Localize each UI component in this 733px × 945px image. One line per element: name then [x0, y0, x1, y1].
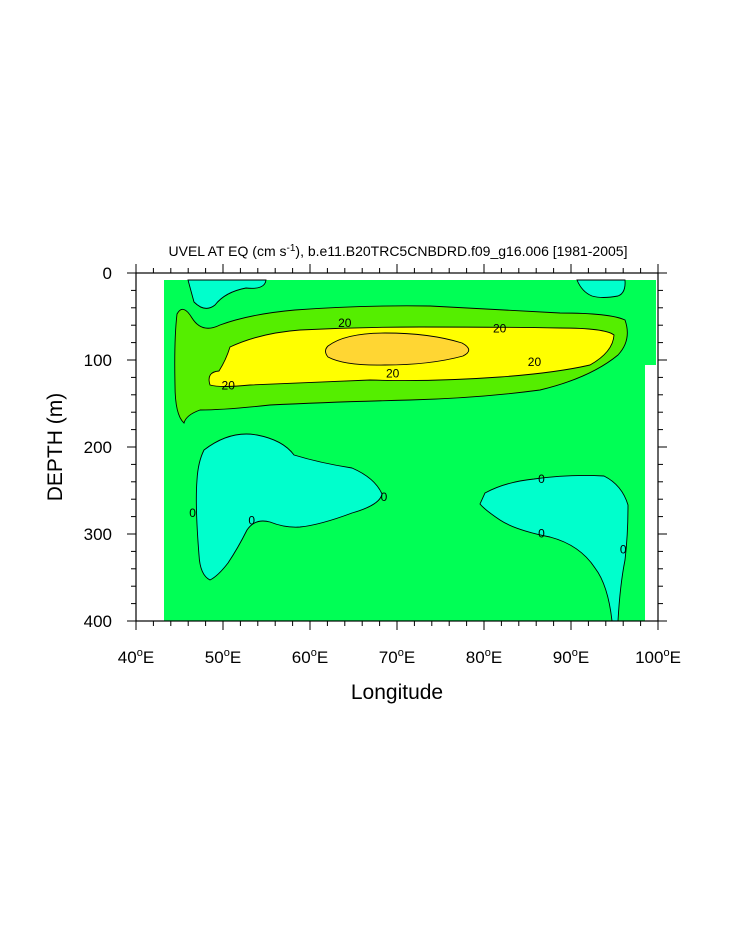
contour-20-40: [174, 305, 628, 424]
contour-negative-top-east: [576, 279, 626, 298]
contour-label: 0: [189, 506, 196, 520]
chart-title: UVEL AT EQ (cm s-1), b.e11.B20TRC5CNBDRD…: [169, 243, 628, 259]
y-tick-label: 100: [84, 351, 112, 370]
contour-label: 20: [222, 379, 236, 393]
y-axis-title: DEPTH (m): [44, 393, 67, 502]
contour-above-60: [325, 332, 470, 366]
contour-label: 20: [528, 355, 542, 369]
x-tick-label: 80oE: [466, 647, 502, 667]
x-tick-label: 70oE: [379, 647, 415, 667]
y-tick-label: 200: [84, 438, 112, 457]
contour-label: 20: [493, 321, 507, 335]
axis-ticks: 40oE 50oE 60oE 70oE 80oE 90oE 100oE01002003004…: [84, 264, 681, 667]
fill-negative-mid-east: [480, 475, 628, 621]
x-tick-label: 60oE: [292, 647, 328, 667]
fill-above-60: [325, 333, 469, 366]
contour-negative-top-west: [187, 279, 267, 309]
contour-negative-mid-east: [479, 474, 629, 622]
x-tick-label: 50oE: [205, 647, 241, 667]
contour-fills: [164, 280, 656, 621]
contour-label: 0: [248, 514, 255, 528]
x-tick-label: 40oE: [118, 647, 154, 667]
fill-negative-top-east: [577, 280, 626, 298]
y-tick-label: 0: [103, 264, 112, 283]
contour-label: 20: [386, 367, 400, 381]
contour-labels: 20 20 20 20 20 0 0 0 0 0 0: [189, 316, 627, 556]
x-tick-label: 90oE: [553, 647, 589, 667]
contour-label: 0: [538, 472, 545, 486]
x-tick-label: 100oE: [635, 647, 681, 667]
y-tick-label: 300: [84, 525, 112, 544]
contour-label: 20: [338, 316, 352, 330]
contour-lines: [174, 279, 629, 622]
y-tick-label: 400: [84, 612, 112, 631]
contour-negative-mid-west: [195, 433, 383, 581]
x-axis-title: Longitude: [351, 681, 443, 704]
contour-40-60: [208, 326, 615, 387]
contour-label: 0: [620, 542, 627, 556]
contour-label: 0: [381, 490, 388, 504]
contour-label: 0: [538, 527, 545, 541]
fill-negative-mid-west: [196, 434, 382, 580]
